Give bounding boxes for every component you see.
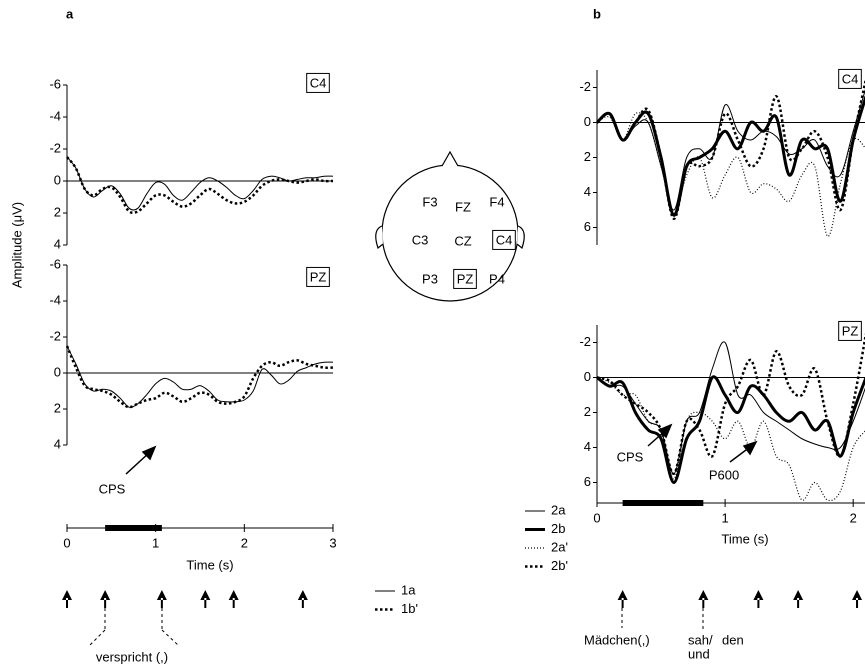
y-tick-label: 0 bbox=[54, 172, 61, 187]
electrode: PZ bbox=[457, 271, 474, 286]
electrode: CZ bbox=[454, 233, 471, 248]
y-tick-label: 2 bbox=[584, 404, 591, 419]
electrode: P3 bbox=[422, 271, 438, 286]
word-onset-arrow bbox=[793, 590, 804, 608]
word-label: Mädchen(,) bbox=[584, 632, 650, 647]
word-onset-arrow bbox=[228, 590, 239, 608]
electrode-box bbox=[453, 268, 477, 289]
electrode-box bbox=[838, 68, 862, 89]
y-tick-label: 4 bbox=[584, 439, 591, 454]
y-tick-label: 6 bbox=[584, 474, 591, 489]
y-tick-label: -6 bbox=[49, 256, 61, 271]
y-tick-label: 0 bbox=[584, 369, 591, 384]
x-axis-label: Time (s) bbox=[186, 557, 233, 572]
electrode-box bbox=[306, 72, 330, 93]
word-onset-arrow bbox=[200, 590, 211, 608]
y-tick-label: 0 bbox=[54, 364, 61, 379]
x-tick-label: 0 bbox=[593, 510, 600, 525]
legend-label: 2b' bbox=[551, 558, 568, 573]
electrode: F3 bbox=[422, 194, 437, 209]
x-tick-label: 2 bbox=[850, 510, 857, 525]
word-label: den bbox=[722, 632, 744, 647]
word-onset-arrow bbox=[297, 590, 308, 608]
legend-label: 2a bbox=[551, 502, 566, 517]
electrode-box bbox=[306, 266, 330, 287]
word-onset-arrow bbox=[156, 590, 167, 608]
word-bar bbox=[105, 525, 162, 531]
electrode: P4 bbox=[489, 271, 505, 286]
legend-label: 1a bbox=[401, 582, 416, 597]
word-onset-arrow bbox=[698, 590, 709, 608]
erp-line bbox=[66, 156, 334, 211]
y-tick-label: 4 bbox=[54, 436, 61, 451]
word-onset-arrow bbox=[852, 590, 863, 608]
y-tick-label: -2 bbox=[49, 328, 61, 343]
erp-line bbox=[596, 341, 865, 475]
word-connectors bbox=[89, 608, 704, 646]
erp-line bbox=[66, 345, 334, 408]
annotation: P600 bbox=[709, 467, 739, 482]
head-outline bbox=[375, 150, 525, 302]
electrode-label: PZ bbox=[310, 269, 327, 284]
electrode: C3 bbox=[412, 232, 429, 247]
y-tick-label: -2 bbox=[579, 79, 591, 94]
panel-label: a bbox=[66, 6, 74, 21]
word-bar bbox=[622, 500, 704, 506]
annotation: CPS bbox=[617, 449, 644, 464]
word-label: verspricht (,) bbox=[96, 649, 168, 664]
erp-line bbox=[66, 156, 334, 215]
erp-line bbox=[596, 78, 865, 221]
x-axis-label: Time (s) bbox=[721, 531, 768, 546]
y-tick-label: 2 bbox=[54, 204, 61, 219]
electrode-label: PZ bbox=[842, 323, 859, 338]
annotation: CPS bbox=[99, 481, 126, 496]
legend-label: 1b' bbox=[401, 601, 418, 616]
y-tick-label: 0 bbox=[584, 114, 591, 129]
y-tick-label: -4 bbox=[49, 292, 61, 307]
word-onset-arrow bbox=[62, 590, 72, 608]
electrode-box bbox=[492, 229, 516, 250]
y-tick-label: 4 bbox=[54, 236, 61, 251]
erp-line bbox=[65, 345, 334, 409]
word-label: sah/ bbox=[688, 632, 713, 647]
legend-label: 2b bbox=[551, 521, 565, 536]
electrode-box bbox=[838, 320, 862, 341]
x-tick-label: 3 bbox=[329, 535, 336, 550]
erp-line bbox=[596, 333, 865, 476]
electrode: C4 bbox=[496, 232, 513, 247]
y-tick-label: 2 bbox=[54, 400, 61, 415]
electrode: F4 bbox=[489, 194, 504, 209]
electrode-label: C4 bbox=[842, 71, 859, 86]
x-tick-label: 2 bbox=[241, 535, 248, 550]
electrode-label: C4 bbox=[310, 75, 327, 90]
word-label: und bbox=[688, 646, 710, 661]
word-onset-arrow bbox=[617, 590, 628, 608]
y-tick-label: 4 bbox=[584, 184, 591, 199]
y-tick-label: -6 bbox=[49, 76, 61, 91]
y-tick-label: 2 bbox=[584, 149, 591, 164]
electrode: FZ bbox=[455, 199, 471, 214]
legend-label: 2a' bbox=[551, 539, 568, 554]
erp-line bbox=[596, 89, 865, 211]
erp-line bbox=[596, 375, 865, 485]
y-tick-label: -4 bbox=[49, 108, 61, 123]
x-tick-label: 1 bbox=[152, 535, 159, 550]
word-onset-arrow bbox=[753, 590, 764, 608]
y-tick-label: 6 bbox=[584, 219, 591, 234]
erp-line bbox=[596, 112, 865, 237]
y-axis-label: Amplitude (μV) bbox=[9, 202, 24, 288]
panel-label: b bbox=[593, 6, 601, 21]
x-tick-label: 0 bbox=[63, 535, 70, 550]
y-tick-label: -2 bbox=[49, 140, 61, 155]
word-onset-arrow bbox=[100, 590, 111, 608]
y-tick-label: -2 bbox=[579, 334, 591, 349]
x-tick-label: 1 bbox=[721, 510, 728, 525]
